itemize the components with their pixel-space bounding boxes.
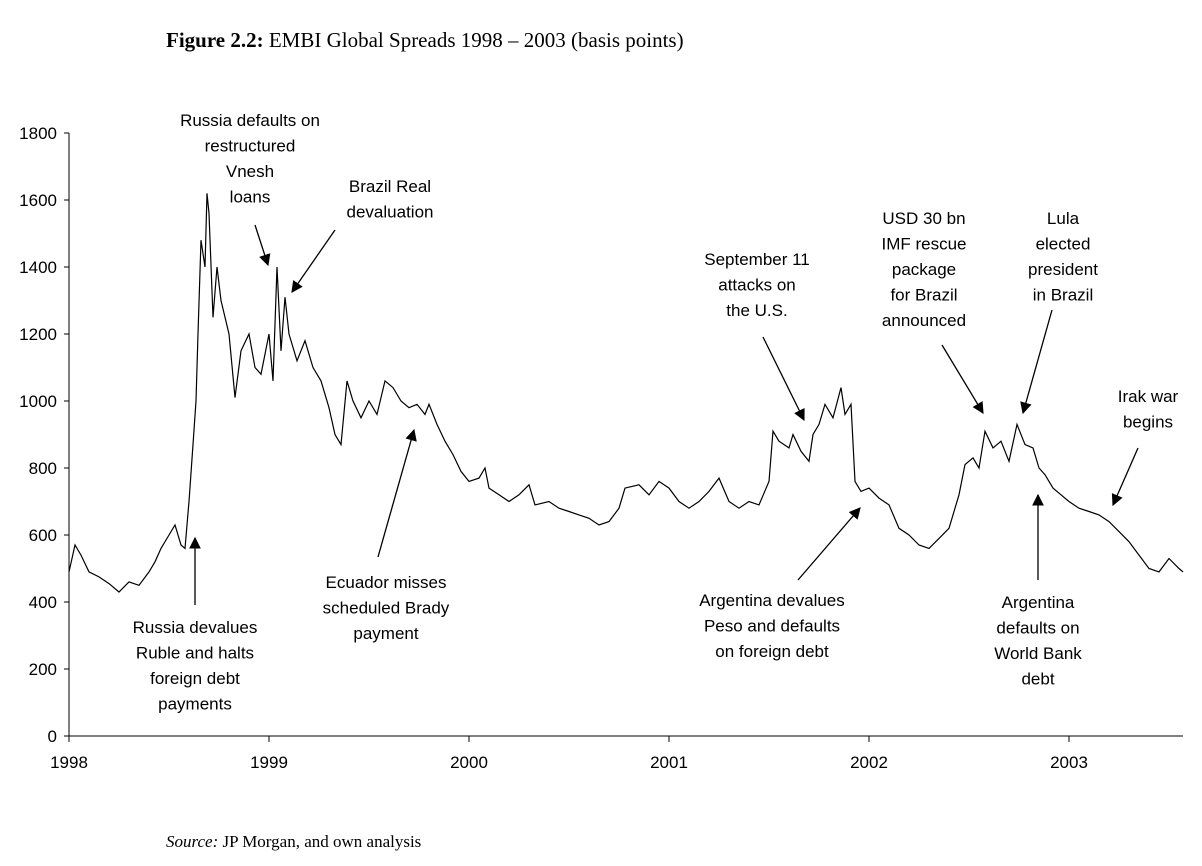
- annotation-text: Lula: [1047, 209, 1080, 228]
- y-tick-label: 1000: [19, 392, 57, 411]
- annotation-text: Ecuador misses: [326, 573, 447, 592]
- annotation-text: elected: [1036, 235, 1091, 254]
- annotation-text: foreign debt: [150, 669, 240, 688]
- chart-title: Figure 2.2: EMBI Global Spreads 1998 – 2…: [166, 28, 684, 52]
- annotation-text: Brazil Real: [349, 177, 431, 196]
- title-label: Figure 2.2:: [166, 28, 264, 52]
- source-text: JP Morgan, and own analysis: [223, 832, 422, 851]
- annotation-text: begins: [1123, 413, 1173, 432]
- y-tick-label: 400: [29, 593, 57, 612]
- annotation-text: Argentina devalues: [699, 591, 845, 610]
- x-tick-label: 2001: [650, 753, 688, 772]
- annotation-arrow: [254, 224, 271, 267]
- y-tick-label: 0: [48, 727, 57, 746]
- annotation-text: loans: [230, 188, 271, 207]
- x-tick-label: 1999: [250, 753, 288, 772]
- annotation-text: the U.S.: [726, 301, 787, 320]
- annotation-arrow: [1111, 447, 1139, 507]
- annotation-text: USD 30 bn: [882, 209, 965, 228]
- annotation-text: payments: [158, 695, 232, 714]
- annotation-text: devaluation: [347, 203, 434, 222]
- annotation-text: attacks on: [718, 276, 796, 295]
- annotation-text: Russia devalues: [133, 618, 258, 637]
- annotation-text: Vnesh: [226, 162, 274, 181]
- y-tick-label: 800: [29, 459, 57, 478]
- annotation-arrow: [1020, 309, 1053, 415]
- y-tick-label: 1200: [19, 325, 57, 344]
- x-tick-label: 2002: [850, 753, 888, 772]
- annotation-arrow: [797, 507, 861, 581]
- annotation-text: Argentina: [1002, 593, 1075, 612]
- x-tick-label: 2000: [450, 753, 488, 772]
- annotation-text: World Bank: [994, 644, 1082, 663]
- annotation-text: for Brazil: [890, 286, 957, 305]
- annotation-text: IMF rescue: [881, 235, 966, 254]
- annotation-text: Ruble and halts: [136, 644, 254, 663]
- annotation-text: announced: [882, 311, 966, 330]
- annotation-text: scheduled Brady: [323, 599, 450, 618]
- annotation-text: payment: [353, 624, 418, 643]
- annotation-arrow: [377, 428, 417, 558]
- annotation-text: president: [1028, 260, 1098, 279]
- y-tick-label: 200: [29, 660, 57, 679]
- annotation-text: September 11: [704, 250, 810, 269]
- annotation-text: Irak war: [1118, 387, 1179, 406]
- annotation-text: debt: [1021, 670, 1054, 689]
- x-tick-label: 1998: [50, 753, 88, 772]
- annotation-arrow: [762, 336, 805, 422]
- y-tick-label: 1800: [19, 124, 57, 143]
- y-tick-label: 1400: [19, 258, 57, 277]
- x-tick-label: 2003: [1050, 753, 1088, 772]
- annotation-text: Russia defaults on: [180, 111, 320, 130]
- annotation-text: restructured: [205, 137, 296, 156]
- annotation-text: defaults on: [996, 619, 1079, 638]
- annotation-text: in Brazil: [1033, 286, 1093, 305]
- annotation-arrow: [291, 229, 336, 293]
- title-text: EMBI Global Spreads 1998 – 2003 (basis p…: [269, 28, 684, 52]
- annotation-text: Peso and defaults: [704, 617, 840, 636]
- y-tick-label: 1600: [19, 191, 57, 210]
- annotation-text: package: [892, 260, 956, 279]
- source-label: Source:: [166, 832, 218, 851]
- source-note: Source: JP Morgan, and own analysis: [166, 832, 421, 851]
- annotation-arrow: [941, 344, 984, 415]
- y-tick-label: 600: [29, 526, 57, 545]
- annotation-text: on foreign debt: [715, 642, 829, 661]
- spread-line: [68, 193, 1184, 593]
